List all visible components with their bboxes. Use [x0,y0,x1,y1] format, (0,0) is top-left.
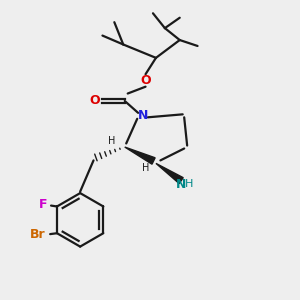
Polygon shape [156,164,183,184]
Text: N: N [137,109,148,122]
Text: O: O [140,74,151,87]
Text: O: O [90,94,100,107]
Text: N: N [176,178,186,191]
Polygon shape [125,147,155,164]
Text: H: H [108,136,115,146]
Text: H: H [142,163,149,173]
Text: F: F [39,199,48,212]
Text: Br: Br [30,228,46,241]
Text: H: H [185,179,194,189]
